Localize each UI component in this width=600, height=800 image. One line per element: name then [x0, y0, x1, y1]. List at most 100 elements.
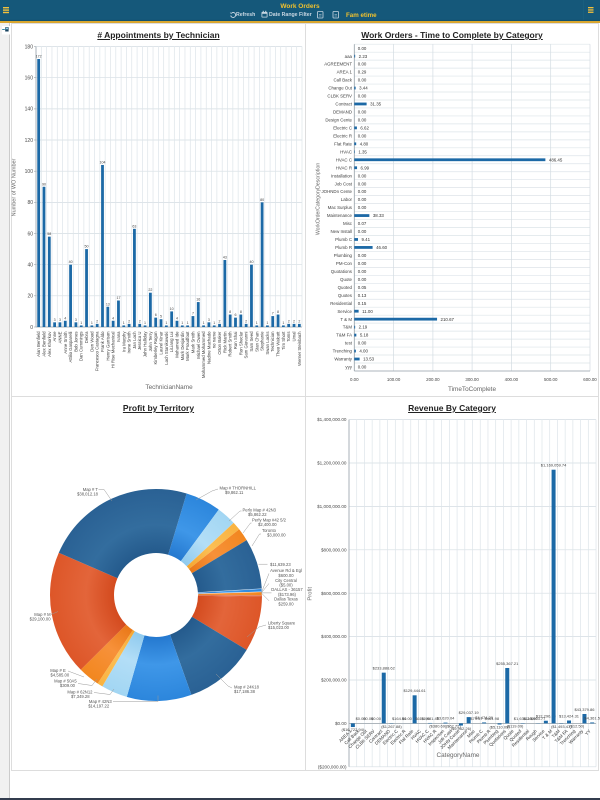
svg-text:T&M: T&M [551, 728, 561, 738]
svg-text:Attilio Gasparelli: Attilio Gasparelli [68, 331, 73, 362]
svg-text:4: 4 [64, 316, 66, 320]
svg-text:$2,400.00: $2,400.00 [258, 522, 277, 527]
svg-text:Bob Jones: Bob Jones [73, 332, 78, 352]
svg-text:$7,349.28: $7,349.28 [71, 694, 90, 699]
svg-text:600.00: 600.00 [583, 377, 597, 382]
svg-text:0.00: 0.00 [358, 253, 367, 258]
svg-text:$5,862.22: $5,862.22 [248, 512, 267, 517]
svg-text:Perly Map #42 5/2: Perly Map #42 5/2 [252, 517, 287, 522]
svg-text:JOHNDn Cente: JOHNDn Cente [321, 189, 352, 194]
svg-text:Alan Benfield: Alan Benfield [36, 331, 41, 357]
svg-text:2: 2 [245, 319, 247, 323]
svg-text:Dan Cummings: Dan Cummings [79, 332, 84, 362]
svg-text:Henry Garrison: Henry Garrison [105, 331, 110, 361]
svg-text:WorkOrderCategoryDescription: WorkOrderCategoryDescription [316, 163, 322, 235]
svg-text:1: 1 [80, 321, 82, 325]
svg-text:0.00: 0.00 [358, 277, 367, 282]
svg-text:Plumb C: Plumb C [335, 237, 352, 242]
svg-text:Quoted: Quoted [338, 285, 353, 290]
svg-text:140: 140 [25, 107, 34, 113]
svg-text:7: 7 [272, 312, 274, 316]
svg-text:Mohamed Ide: Mohamed Ide [174, 331, 179, 358]
svg-text:DEMAND: DEMAND [333, 110, 352, 115]
svg-text:($5.00): ($5.00) [279, 583, 293, 588]
svg-text:160: 160 [25, 76, 34, 82]
svg-text:Misc: Misc [343, 221, 353, 226]
svg-text:1: 1 [91, 321, 93, 325]
svg-text:$29,100.00: $29,100.00 [30, 617, 52, 622]
svg-text:Map # 62N12: Map # 62N12 [67, 689, 93, 694]
svg-text:60: 60 [27, 231, 33, 237]
svg-text:New Install: New Install [331, 229, 352, 234]
svg-text:HVAC: HVAC [340, 149, 352, 154]
svg-text:0.07: 0.07 [358, 221, 367, 226]
svg-text:Map # 50A5: Map # 50A5 [54, 679, 77, 684]
svg-text:2: 2 [96, 319, 98, 323]
svg-text:1: 1 [213, 321, 215, 325]
svg-text:0.00: 0.00 [358, 181, 367, 186]
svg-text:DALLAS - 36157: DALLAS - 36157 [271, 587, 303, 592]
svg-text:Map # 42N3: Map # 42N3 [89, 699, 112, 704]
svg-text:1: 1 [282, 321, 284, 325]
svg-text:$4,585.00: $4,585.00 [51, 673, 70, 678]
svg-text:2: 2 [219, 319, 221, 323]
svg-text:0.00: 0.00 [358, 365, 367, 370]
svg-text:Change Out: Change Out [328, 86, 352, 91]
svg-text:Orton Baker: Orton Baker [217, 331, 222, 355]
svg-text:0.00: 0.00 [358, 118, 367, 123]
svg-text:$1,981.40: $1,981.40 [421, 716, 440, 721]
svg-text:$115.00: $115.00 [523, 716, 538, 721]
svg-text:Stan Chan: Stan Chan [254, 331, 259, 352]
svg-text:3: 3 [75, 318, 77, 322]
svg-text:$79.57: $79.57 [470, 716, 483, 721]
svg-text:$309.00: $309.00 [60, 683, 76, 688]
svg-text:0.00: 0.00 [358, 78, 367, 83]
svg-text:($173.96): ($173.96) [278, 592, 297, 597]
svg-text:Den Wood: Den Wood [89, 331, 94, 352]
svg-text:5: 5 [160, 315, 162, 319]
svg-text:Quote: Quote [340, 277, 353, 282]
svg-text:$963.77: $963.77 [531, 716, 546, 721]
svg-text:$0.00: $0.00 [371, 716, 382, 721]
svg-text:0.00: 0.00 [358, 173, 367, 178]
svg-text:Irene Smith: Irene Smith [127, 331, 132, 354]
svg-text:2: 2 [128, 319, 130, 323]
svg-text:Map # 24K18: Map # 24K18 [234, 684, 260, 689]
svg-text:Map # T: Map # T [83, 487, 99, 492]
svg-text:3: 3 [54, 318, 56, 322]
svg-text:0.00: 0.00 [358, 189, 367, 194]
svg-text:HVAC R: HVAC R [336, 165, 352, 170]
svg-text:($9,962.26): ($9,962.26) [451, 726, 472, 731]
svg-text:TechnicianName: TechnicianName [145, 384, 193, 391]
svg-text:Mark Proudfoot: Mark Proudfoot [185, 331, 190, 361]
svg-text:$1,400,000.00: $1,400,000.00 [317, 417, 347, 422]
svg-text:3.44: 3.44 [359, 86, 368, 91]
svg-text:City Central: City Central [275, 578, 297, 583]
svg-text:$464.98: $464.98 [485, 716, 500, 721]
svg-text:0.00: 0.00 [358, 341, 367, 346]
svg-text:Installation: Installation [331, 173, 353, 178]
svg-text:Call Back: Call Back [333, 78, 352, 83]
svg-text:8: 8 [240, 310, 242, 314]
svg-text:($62.72): ($62.72) [446, 724, 462, 729]
svg-text:104: 104 [100, 160, 106, 164]
svg-text:100.00: 100.00 [387, 377, 401, 382]
svg-text:$800,000.00: $800,000.00 [321, 547, 347, 552]
svg-text:Frank Aldo: Frank Aldo [100, 331, 105, 352]
svg-text:$3,000.00: $3,000.00 [267, 533, 286, 538]
svg-text:Technician: Technician [270, 331, 275, 352]
svg-text:$38,012.18: $38,012.18 [77, 492, 99, 497]
svg-text:10: 10 [170, 307, 174, 311]
svg-text:Mohammed Mohammed: Mohammed Mohammed [201, 331, 206, 378]
svg-text:486.45: 486.45 [549, 157, 563, 162]
svg-text:Tim Short: Tim Short [281, 331, 286, 350]
svg-text:$129,444.61: $129,444.61 [403, 688, 426, 693]
svg-text:Service: Service [337, 309, 352, 314]
svg-text:test: test [345, 341, 353, 346]
svg-text:40: 40 [27, 263, 33, 269]
svg-text:200.00: 200.00 [426, 377, 440, 382]
svg-text:$400,000.00: $400,000.00 [321, 634, 347, 639]
svg-text:$600,000.00: $600,000.00 [321, 591, 347, 596]
svg-text:($200,000.00): ($200,000.00) [318, 764, 347, 769]
svg-text:Liberty Square: Liberty Square [268, 621, 296, 626]
